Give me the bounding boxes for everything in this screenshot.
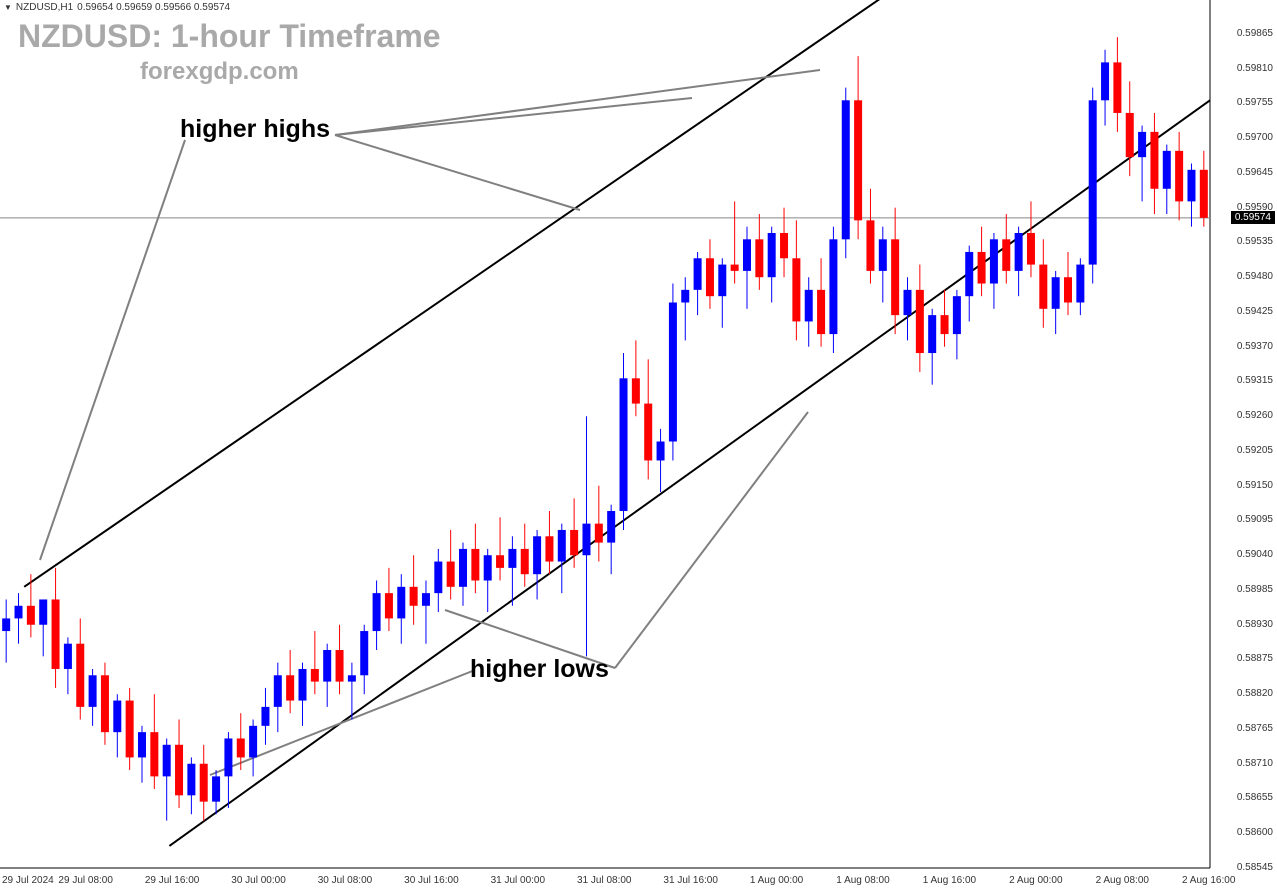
x-tick-label: 2 Aug 08:00 (1096, 875, 1149, 886)
y-tick-label: 0.58930 (1237, 619, 1273, 630)
y-tick-label: 0.59425 (1237, 306, 1273, 317)
y-tick-label: 0.59370 (1237, 341, 1273, 352)
y-tick-label: 0.59150 (1237, 480, 1273, 491)
y-tick-label: 0.59205 (1237, 445, 1273, 456)
y-tick-label: 0.59480 (1237, 271, 1273, 282)
x-tick-label: 30 Jul 16:00 (404, 875, 459, 886)
y-tick-label: 0.58600 (1237, 827, 1273, 838)
y-tick-label: 0.58655 (1237, 792, 1273, 803)
y-tick-label: 0.59865 (1237, 28, 1273, 39)
x-tick-label: 1 Aug 00:00 (750, 875, 803, 886)
y-tick-label: 0.59095 (1237, 514, 1273, 525)
x-tick-label: 2 Aug 00:00 (1009, 875, 1062, 886)
current-price-box: 0.59574 (1231, 211, 1275, 224)
y-tick-label: 0.58875 (1237, 653, 1273, 664)
y-tick-label: 0.59810 (1237, 63, 1273, 74)
y-tick-label: 0.58765 (1237, 723, 1273, 734)
y-tick-label: 0.59040 (1237, 549, 1273, 560)
y-tick-label: 0.59535 (1237, 236, 1273, 247)
candlestick-chart[interactable] (0, 0, 1277, 888)
x-tick-label: 31 Jul 16:00 (663, 875, 718, 886)
x-tick-label: 2 Aug 16:00 (1182, 875, 1235, 886)
x-tick-label: 29 Jul 08:00 (58, 875, 113, 886)
x-tick-label: 30 Jul 00:00 (231, 875, 286, 886)
x-tick-label: 1 Aug 16:00 (923, 875, 976, 886)
x-tick-label: 31 Jul 08:00 (577, 875, 632, 886)
y-tick-label: 0.59755 (1237, 97, 1273, 108)
x-tick-label: 30 Jul 08:00 (318, 875, 373, 886)
y-tick-label: 0.58710 (1237, 758, 1273, 769)
y-tick-label: 0.58985 (1237, 584, 1273, 595)
x-tick-label: 31 Jul 00:00 (491, 875, 546, 886)
y-tick-label: 0.59315 (1237, 375, 1273, 386)
x-tick-label: 29 Jul 16:00 (145, 875, 200, 886)
y-tick-label: 0.59700 (1237, 132, 1273, 143)
y-tick-label: 0.58545 (1237, 862, 1273, 873)
chart-container: ▼ NZDUSD,H1 0.59654 0.59659 0.59566 0.59… (0, 0, 1277, 888)
x-tick-label: 29 Jul 2024 (2, 875, 54, 886)
x-tick-label: 1 Aug 08:00 (836, 875, 889, 886)
y-tick-label: 0.59645 (1237, 167, 1273, 178)
y-tick-label: 0.58820 (1237, 688, 1273, 699)
y-tick-label: 0.59260 (1237, 410, 1273, 421)
